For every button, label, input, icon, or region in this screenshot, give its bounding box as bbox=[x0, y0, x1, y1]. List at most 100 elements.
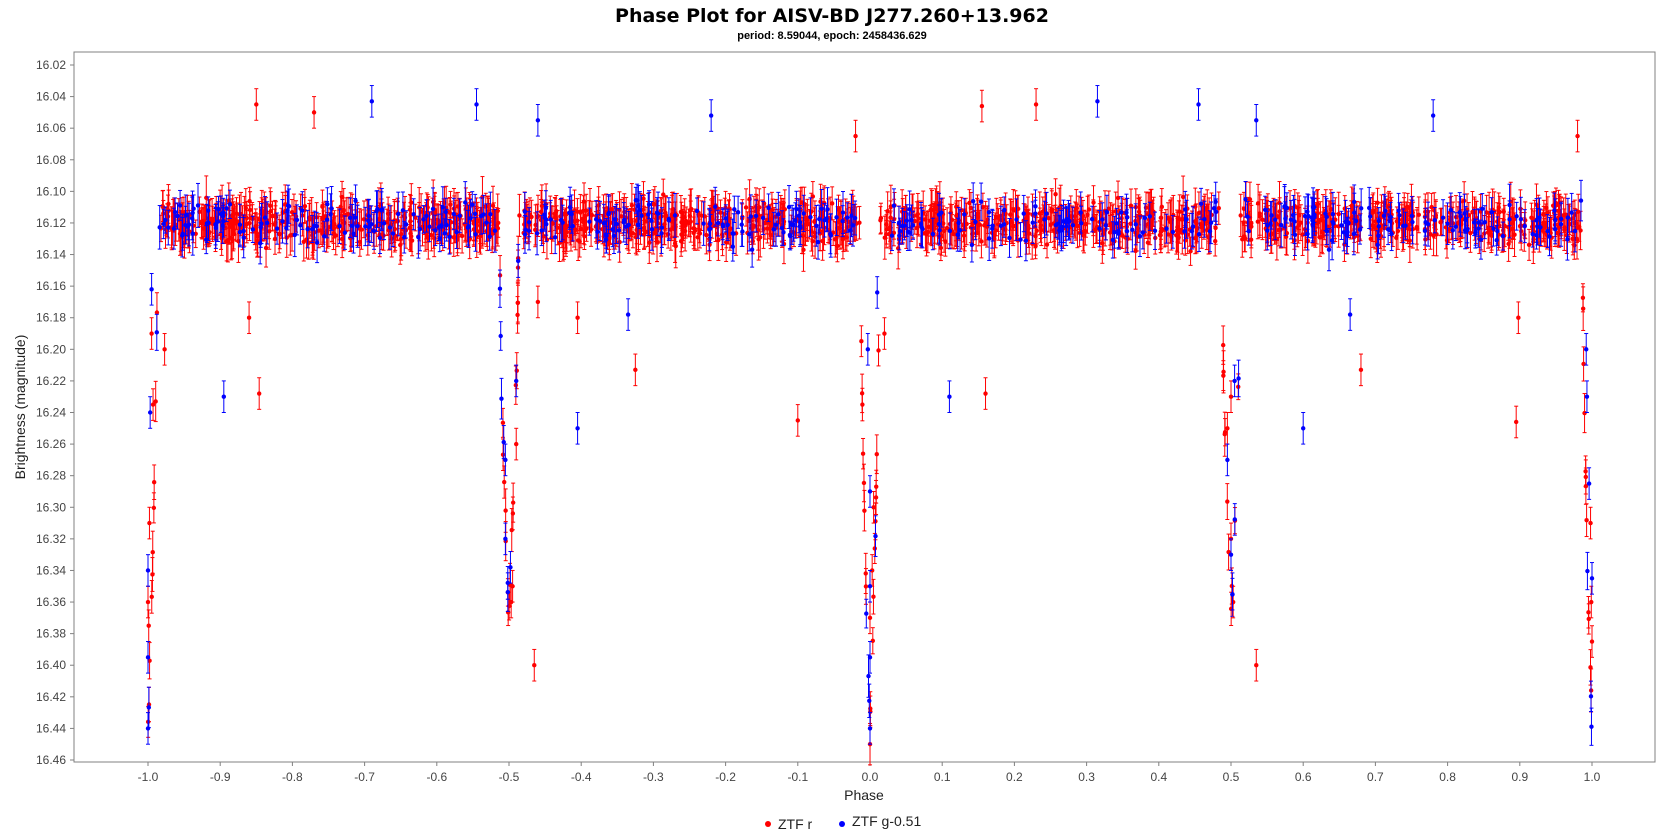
ztf-r-point bbox=[1213, 225, 1218, 231]
ztf-r-point bbox=[876, 348, 881, 353]
x-tick-label: -0.6 bbox=[426, 770, 447, 784]
ztf-r-point bbox=[1260, 217, 1265, 222]
ztf-r-point bbox=[884, 231, 889, 237]
y-tick-label: 16.16 bbox=[36, 279, 66, 293]
ztf-r-point bbox=[829, 201, 835, 206]
ztf-r-point bbox=[878, 218, 883, 223]
ztf-r-point bbox=[1180, 194, 1186, 200]
ztf-r-point bbox=[1296, 223, 1301, 228]
y-tick-label: 16.22 bbox=[36, 374, 66, 388]
x-tick-label: -0.9 bbox=[210, 770, 231, 784]
ztf-r-point bbox=[1368, 236, 1374, 242]
y-tick-label: 16.14 bbox=[36, 248, 66, 262]
y-tick-label: 16.20 bbox=[36, 342, 66, 356]
y-tick-label: 16.04 bbox=[36, 90, 66, 104]
ztf-r-point bbox=[683, 218, 689, 224]
ztf-r-point bbox=[408, 219, 413, 224]
ztf-r-point bbox=[1222, 430, 1228, 435]
ztf-r-point bbox=[1586, 610, 1591, 615]
ztf-r-point bbox=[500, 420, 506, 426]
ztf-r-point bbox=[943, 239, 948, 244]
ztf-r-point bbox=[1257, 211, 1262, 216]
ztf-r-point bbox=[1136, 209, 1142, 214]
ztf-r-point bbox=[584, 208, 589, 213]
ztf-r-point bbox=[160, 203, 165, 209]
ztf-r-point bbox=[756, 237, 761, 242]
ztf-r-point bbox=[1093, 226, 1099, 232]
y-tick-label: 16.46 bbox=[36, 753, 66, 767]
ztf-r-point bbox=[1531, 237, 1536, 242]
ztf-r-point bbox=[979, 239, 984, 244]
ztf-r-point bbox=[873, 495, 879, 500]
ztf-r-point bbox=[552, 211, 558, 217]
ztf-r-point bbox=[651, 201, 656, 207]
ztf-r-point bbox=[1145, 240, 1151, 245]
ztf-r-point bbox=[860, 451, 866, 456]
ztf-r-point bbox=[925, 229, 931, 235]
y-tick-label: 16.18 bbox=[36, 311, 66, 325]
chart-subtitle: period: 8.59044, epoch: 2458436.629 bbox=[737, 30, 927, 42]
chart-title: Phase Plot for AISV-BD J277.260+13.962 bbox=[615, 5, 1049, 27]
x-tick-label: 1.0 bbox=[1584, 770, 1601, 784]
ztf-r-point bbox=[1541, 212, 1547, 218]
ztf-r-point bbox=[679, 220, 684, 225]
ztf-r-point bbox=[150, 572, 155, 577]
ztf-r-point bbox=[500, 452, 506, 457]
ztf-r-point bbox=[1086, 207, 1092, 212]
ztf-r-point bbox=[1188, 249, 1193, 254]
ztf-r-point bbox=[665, 232, 671, 237]
x-tick-label: 0.9 bbox=[1511, 770, 1528, 784]
ztf-r-point bbox=[424, 233, 430, 239]
ztf-r-point bbox=[563, 233, 569, 239]
x-tick-label: 0.0 bbox=[862, 770, 879, 784]
ztf-r-point bbox=[961, 233, 967, 238]
x-tick-label: -1.0 bbox=[138, 770, 159, 784]
x-tick-label: -0.3 bbox=[643, 770, 664, 784]
x-tick-label: -0.4 bbox=[571, 770, 592, 784]
ztf-r-point bbox=[1171, 212, 1176, 218]
ztf-r-point bbox=[1561, 212, 1566, 218]
ztf-r-point bbox=[802, 201, 807, 207]
ztf-r-point bbox=[1238, 213, 1243, 218]
ztf-r-point bbox=[641, 225, 647, 231]
ztf-r-point bbox=[510, 500, 516, 505]
ztf-r-point bbox=[1220, 342, 1226, 348]
x-tick-label: 0.5 bbox=[1223, 770, 1240, 784]
ztf-r-point bbox=[409, 234, 414, 239]
x-tick-label: 0.6 bbox=[1295, 770, 1312, 784]
ztf-r-point bbox=[862, 508, 867, 513]
y-tick-label: 16.40 bbox=[36, 658, 66, 672]
ztf-r-point bbox=[1225, 499, 1230, 504]
ztf-r-point bbox=[490, 203, 496, 208]
ztf-r-point bbox=[872, 546, 877, 551]
ztf-r-point bbox=[922, 217, 928, 222]
ztf-r-point bbox=[980, 204, 986, 210]
ztf-r-point bbox=[1394, 235, 1399, 240]
ztf-r-point bbox=[268, 203, 273, 208]
y-tick-label: 16.36 bbox=[36, 595, 66, 609]
ztf-r-point bbox=[224, 239, 229, 244]
ztf-r-point bbox=[517, 213, 522, 218]
x-tick-label: 0.8 bbox=[1439, 770, 1456, 784]
ztf-r-point bbox=[1159, 204, 1165, 210]
ztf-r-point bbox=[503, 508, 508, 513]
x-tick-label: -0.7 bbox=[354, 770, 375, 784]
ztf-r-point bbox=[1342, 206, 1347, 211]
ztf-r-point bbox=[483, 204, 488, 209]
y-tick-label: 16.24 bbox=[36, 406, 66, 420]
ztf-r-point bbox=[1242, 234, 1247, 239]
ztf-r-point bbox=[1083, 221, 1089, 227]
ztf-r-point bbox=[302, 204, 308, 209]
ztf-r-point bbox=[1584, 517, 1589, 523]
ztf-r-point bbox=[1133, 248, 1138, 254]
x-tick-label: -0.8 bbox=[282, 770, 303, 784]
ztf-r-point bbox=[1193, 236, 1198, 241]
ztf-r-point bbox=[820, 238, 825, 244]
ztf-r-point bbox=[580, 216, 586, 222]
ztf-r-point bbox=[1328, 206, 1334, 212]
ztf-r-point bbox=[151, 480, 157, 485]
ztf-r-point bbox=[1582, 410, 1587, 416]
y-tick-label: 16.38 bbox=[36, 627, 66, 641]
ztf-r-point bbox=[1053, 192, 1058, 197]
ztf-r-point bbox=[863, 571, 868, 576]
